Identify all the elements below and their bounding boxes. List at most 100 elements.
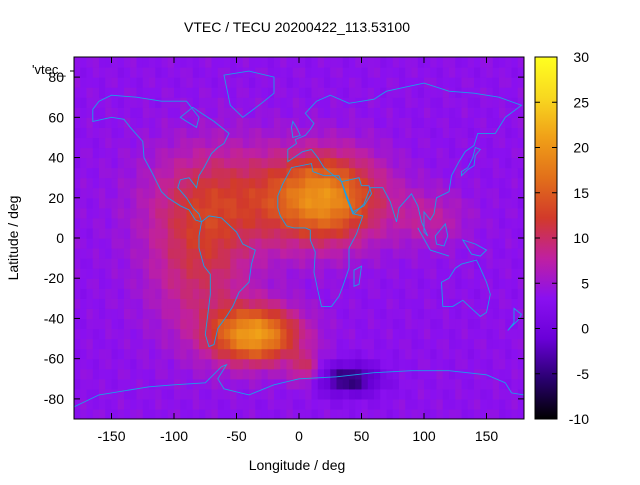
heatmap-cell bbox=[311, 137, 319, 149]
heatmap-cell bbox=[180, 117, 188, 128]
heatmap-cell bbox=[324, 157, 331, 169]
heatmap-cell bbox=[361, 147, 369, 159]
heatmap-cell bbox=[492, 358, 500, 370]
heatmap-cell bbox=[392, 388, 400, 400]
heatmap-cell bbox=[174, 258, 181, 269]
heatmap-cell bbox=[167, 67, 175, 78]
heatmap-cell bbox=[274, 308, 281, 320]
heatmap-cell bbox=[436, 197, 444, 209]
heatmap-cell bbox=[186, 368, 194, 380]
heatmap-cell bbox=[155, 157, 163, 169]
heatmap-cell bbox=[424, 207, 431, 219]
heatmap-cell bbox=[249, 328, 256, 340]
heatmap-cell bbox=[324, 398, 331, 410]
heatmap-cell bbox=[267, 167, 275, 179]
heatmap-cell bbox=[205, 398, 213, 410]
heatmap-cell bbox=[130, 137, 138, 149]
heatmap-cell bbox=[292, 177, 300, 189]
heatmap-cell bbox=[124, 167, 131, 179]
y-axis-label: Latitude / deg bbox=[5, 196, 21, 281]
heatmap-cell bbox=[374, 248, 381, 259]
heatmap-cell bbox=[155, 107, 163, 118]
heatmap-cell bbox=[324, 117, 331, 128]
heatmap-cell bbox=[336, 388, 344, 400]
heatmap-cell bbox=[436, 398, 444, 410]
heatmap-cell bbox=[180, 268, 188, 279]
heatmap-cell bbox=[199, 207, 206, 219]
heatmap-cell bbox=[392, 227, 400, 239]
heatmap-cell bbox=[124, 157, 131, 169]
heatmap-cell bbox=[249, 278, 256, 289]
heatmap-cell bbox=[99, 338, 106, 350]
heatmap-cell bbox=[130, 177, 138, 189]
heatmap-cell bbox=[242, 348, 250, 360]
heatmap-cell bbox=[436, 97, 444, 108]
heatmap-cell bbox=[424, 258, 431, 269]
heatmap-cell bbox=[317, 328, 325, 340]
heatmap-cell bbox=[405, 328, 413, 340]
heatmap-cell bbox=[305, 87, 313, 98]
heatmap-cell bbox=[480, 217, 488, 229]
heatmap-cell bbox=[142, 207, 150, 219]
heatmap-cell bbox=[180, 217, 188, 229]
heatmap-cell bbox=[461, 137, 469, 149]
heatmap-cell bbox=[361, 328, 369, 340]
heatmap-cell bbox=[255, 57, 263, 68]
heatmap-cell bbox=[274, 328, 281, 340]
heatmap-cell bbox=[205, 157, 213, 169]
heatmap-cell bbox=[455, 398, 463, 410]
heatmap-cell bbox=[405, 248, 413, 259]
heatmap-cell bbox=[155, 217, 163, 229]
heatmap-cell bbox=[286, 248, 294, 259]
heatmap-cell bbox=[486, 328, 494, 340]
heatmap-cell bbox=[436, 207, 444, 219]
heatmap-cell bbox=[261, 308, 269, 320]
heatmap-cell bbox=[186, 207, 194, 219]
heatmap-cell bbox=[461, 197, 469, 209]
heatmap-cell bbox=[392, 57, 400, 68]
heatmap-cell bbox=[149, 77, 156, 88]
heatmap-cell bbox=[442, 398, 450, 410]
heatmap-cell bbox=[180, 107, 188, 118]
heatmap-cell bbox=[411, 57, 419, 68]
heatmap-cell bbox=[436, 368, 444, 380]
heatmap-cell bbox=[255, 388, 263, 400]
heatmap-cell bbox=[374, 308, 381, 320]
heatmap-cell bbox=[492, 107, 500, 118]
heatmap-cell bbox=[74, 338, 81, 350]
heatmap-cell bbox=[380, 408, 388, 419]
heatmap-cell bbox=[130, 217, 138, 229]
heatmap-cell bbox=[180, 197, 188, 209]
heatmap-cell bbox=[236, 97, 244, 108]
heatmap-cell bbox=[399, 268, 406, 279]
heatmap-cell bbox=[180, 167, 188, 179]
heatmap-cell bbox=[230, 77, 238, 88]
heatmap-cell bbox=[280, 97, 288, 108]
heatmap-cell bbox=[286, 298, 294, 309]
heatmap-cell bbox=[155, 358, 163, 370]
heatmap-cell bbox=[130, 368, 138, 380]
heatmap-cell bbox=[92, 408, 100, 419]
heatmap-cell bbox=[192, 167, 200, 179]
heatmap-cell bbox=[317, 278, 325, 289]
heatmap-cell bbox=[255, 318, 263, 330]
heatmap-cell bbox=[161, 278, 169, 289]
heatmap-cell bbox=[86, 268, 94, 279]
heatmap-cell bbox=[286, 227, 294, 239]
y-tick-label: -40 bbox=[44, 310, 64, 326]
heatmap-cell bbox=[155, 378, 163, 390]
heatmap-cell bbox=[286, 328, 294, 340]
heatmap-cell bbox=[186, 127, 194, 139]
heatmap-cell bbox=[361, 217, 369, 229]
heatmap-cell bbox=[417, 157, 425, 169]
heatmap-cell bbox=[505, 177, 513, 189]
heatmap-cell bbox=[467, 127, 475, 139]
heatmap-cell bbox=[411, 147, 419, 159]
heatmap-cell bbox=[455, 248, 463, 259]
heatmap-cell bbox=[511, 197, 519, 209]
heatmap-cell bbox=[411, 227, 419, 239]
heatmap-cell bbox=[105, 388, 113, 400]
heatmap-cell bbox=[217, 388, 225, 400]
heatmap-cell bbox=[417, 177, 425, 189]
heatmap-cell bbox=[392, 127, 400, 139]
